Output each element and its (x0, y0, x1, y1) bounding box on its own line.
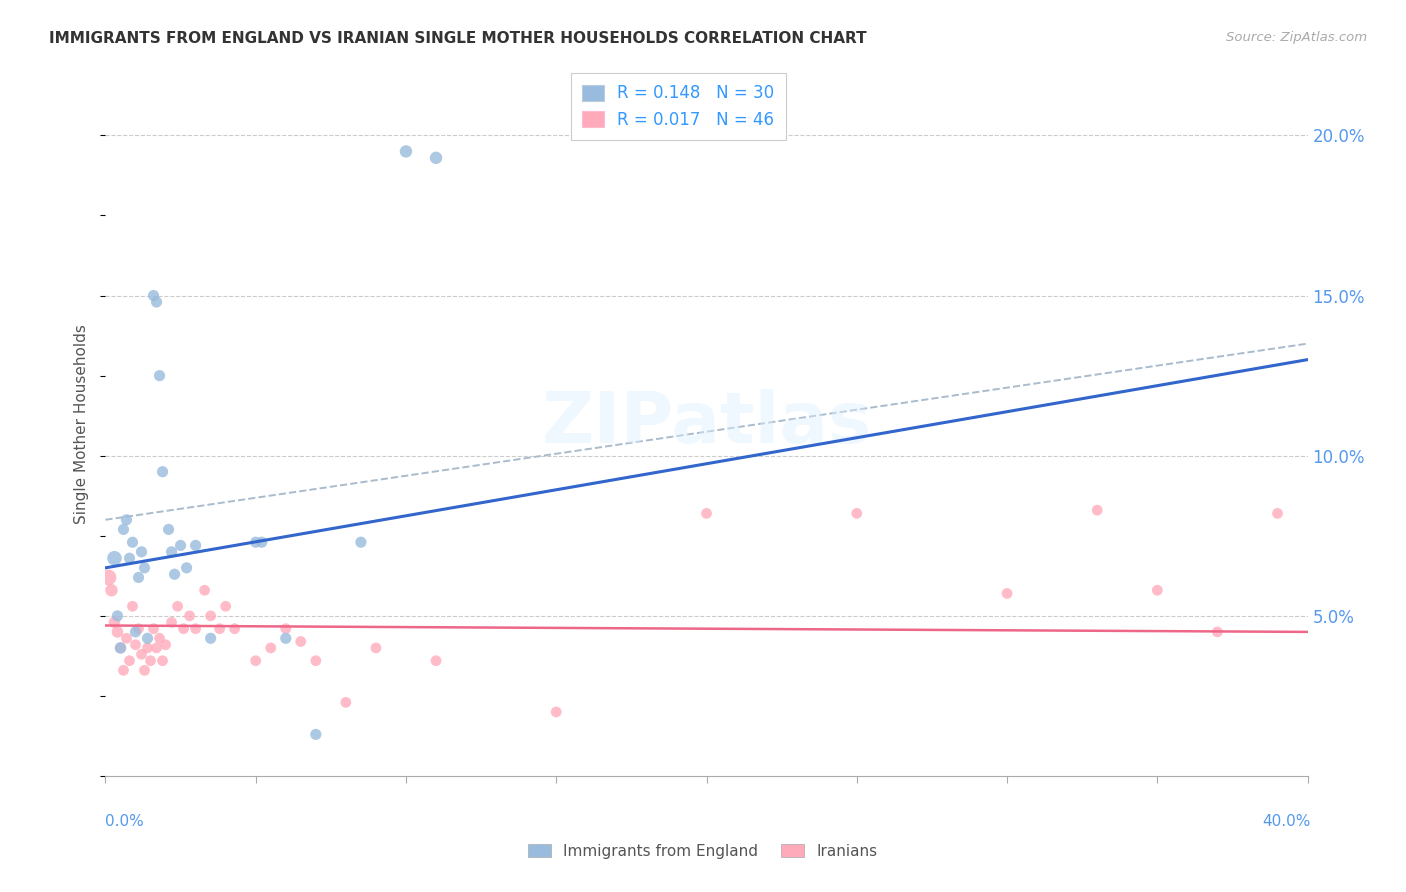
Point (169, 538, 191, 552)
Point (425, 151, 447, 165)
Point (103, 615, 125, 630)
Point (142, 288, 165, 302)
Point (364, 640, 387, 655)
Point (200, 608, 222, 623)
Point (134, 561, 156, 575)
Point (128, 622, 150, 636)
Point (395, 145, 418, 159)
Point (124, 624, 146, 639)
Legend: Immigrants from England, Iranians: Immigrants from England, Iranians (522, 838, 884, 864)
Point (845, 507, 868, 521)
Point (148, 368, 170, 383)
Point (107, 624, 129, 639)
Point (995, 586, 1018, 600)
Text: Source: ZipAtlas.com: Source: ZipAtlas.com (1226, 31, 1367, 45)
Point (166, 599, 188, 614)
Point (184, 538, 207, 552)
Text: IMMIGRANTS FROM ENGLAND VS IRANIAN SINGLE MOTHER HOUSEHOLDS CORRELATION CHART: IMMIGRANTS FROM ENGLAND VS IRANIAN SINGL… (49, 31, 868, 46)
Point (152, 465, 174, 479)
Point (136, 640, 159, 655)
Point (152, 654, 174, 668)
Point (145, 295, 167, 310)
Point (173, 622, 195, 636)
Point (184, 622, 207, 636)
Point (148, 632, 170, 646)
Text: 0.0%: 0.0% (105, 814, 145, 829)
Point (155, 638, 177, 652)
Point (208, 622, 231, 636)
Point (157, 523, 180, 537)
Point (274, 622, 297, 636)
Point (335, 695, 357, 709)
Point (128, 570, 150, 584)
Point (245, 535, 267, 549)
Point (131, 648, 153, 662)
Point (110, 640, 132, 655)
Point (696, 507, 718, 521)
Point (112, 664, 135, 678)
Point (425, 654, 447, 668)
Point (136, 632, 159, 646)
Point (124, 638, 146, 652)
Point (160, 545, 183, 559)
Point (100, 583, 122, 598)
Point (305, 654, 328, 668)
Point (97, 570, 120, 584)
Point (1267, 507, 1289, 521)
Point (194, 583, 217, 598)
Point (546, 705, 568, 719)
Point (176, 561, 198, 575)
Point (160, 615, 183, 630)
Point (118, 551, 141, 566)
Text: ZIPatlas: ZIPatlas (541, 389, 872, 458)
Point (139, 654, 162, 668)
Point (121, 599, 143, 614)
Y-axis label: Single Mother Households: Single Mother Households (75, 324, 90, 524)
Point (290, 634, 312, 648)
Point (115, 513, 138, 527)
Point (224, 622, 246, 636)
Point (260, 640, 283, 655)
Point (121, 535, 143, 549)
Point (110, 640, 132, 655)
Point (1206, 624, 1229, 639)
Point (145, 640, 167, 655)
Point (163, 567, 186, 582)
Point (131, 545, 153, 559)
Point (1085, 503, 1108, 517)
Point (103, 551, 125, 566)
Point (142, 622, 165, 636)
Point (179, 608, 201, 623)
Text: 40.0%: 40.0% (1263, 814, 1310, 829)
Point (305, 727, 328, 741)
Point (118, 654, 141, 668)
Point (214, 599, 236, 614)
Point (250, 535, 273, 549)
Legend: R = 0.148   N = 30, R = 0.017   N = 46: R = 0.148 N = 30, R = 0.017 N = 46 (571, 72, 786, 140)
Point (134, 664, 156, 678)
Point (112, 523, 135, 537)
Point (115, 632, 138, 646)
Point (200, 632, 222, 646)
Point (274, 632, 297, 646)
Point (1146, 583, 1168, 598)
Point (245, 654, 267, 668)
Point (107, 608, 129, 623)
Point (350, 535, 373, 549)
